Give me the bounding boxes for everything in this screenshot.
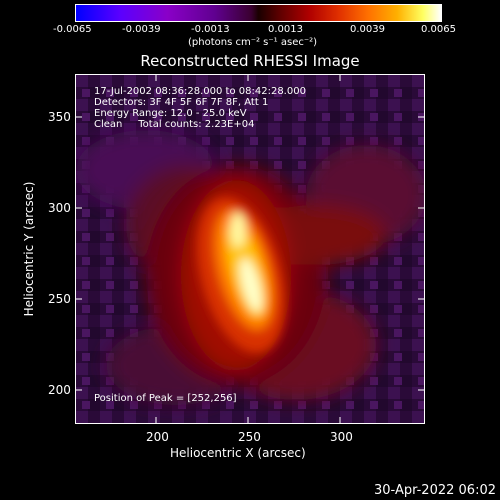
x-tick-label: 250	[238, 430, 261, 444]
peak-label: Position of Peak = [252,256]	[94, 393, 237, 404]
info-line: Detectors: 3F 4F 5F 6F 7F 8F, Att 1	[94, 97, 269, 108]
y-tick-label: 300	[48, 201, 71, 215]
info-line: 17-Jul-2002 08:36:28.000 to 08:42:28.000	[94, 86, 306, 97]
x-axis-label: Heliocentric X (arcsec)	[170, 446, 306, 460]
colorbar-tick: 0.0013	[268, 24, 303, 35]
colorbar-tick: 0.0039	[350, 24, 385, 35]
timestamp: 30-Apr-2022 06:02	[374, 483, 496, 498]
y-axis-label: Heliocentric Y (arcsec)	[22, 181, 36, 317]
flare-image	[76, 75, 424, 423]
y-tick-label: 250	[48, 292, 71, 306]
x-tick-label: 200	[146, 430, 169, 444]
y-tick-label: 350	[48, 110, 71, 124]
colorbar-tick: -0.0013	[191, 24, 230, 35]
image-panel: 17-Jul-2002 08:36:28.000 to 08:42:28.000…	[75, 74, 425, 424]
colorbar-tick: -0.0065	[53, 24, 92, 35]
emission-core	[197, 197, 285, 353]
info-line: Clean Total counts: 2.23E+04	[94, 119, 255, 130]
x-tick-label: 300	[330, 430, 353, 444]
info-line: Energy Range: 12.0 - 25.0 keV	[94, 108, 247, 119]
colorbar	[75, 4, 442, 22]
plot-title: Reconstructed RHESSI Image	[140, 52, 360, 70]
colorbar-units: (photons cm⁻² s⁻¹ asec⁻²)	[188, 37, 318, 48]
y-tick-label: 200	[48, 383, 71, 397]
colorbar-tick: -0.0039	[122, 24, 161, 35]
colorbar-tick: 0.0065	[421, 24, 456, 35]
